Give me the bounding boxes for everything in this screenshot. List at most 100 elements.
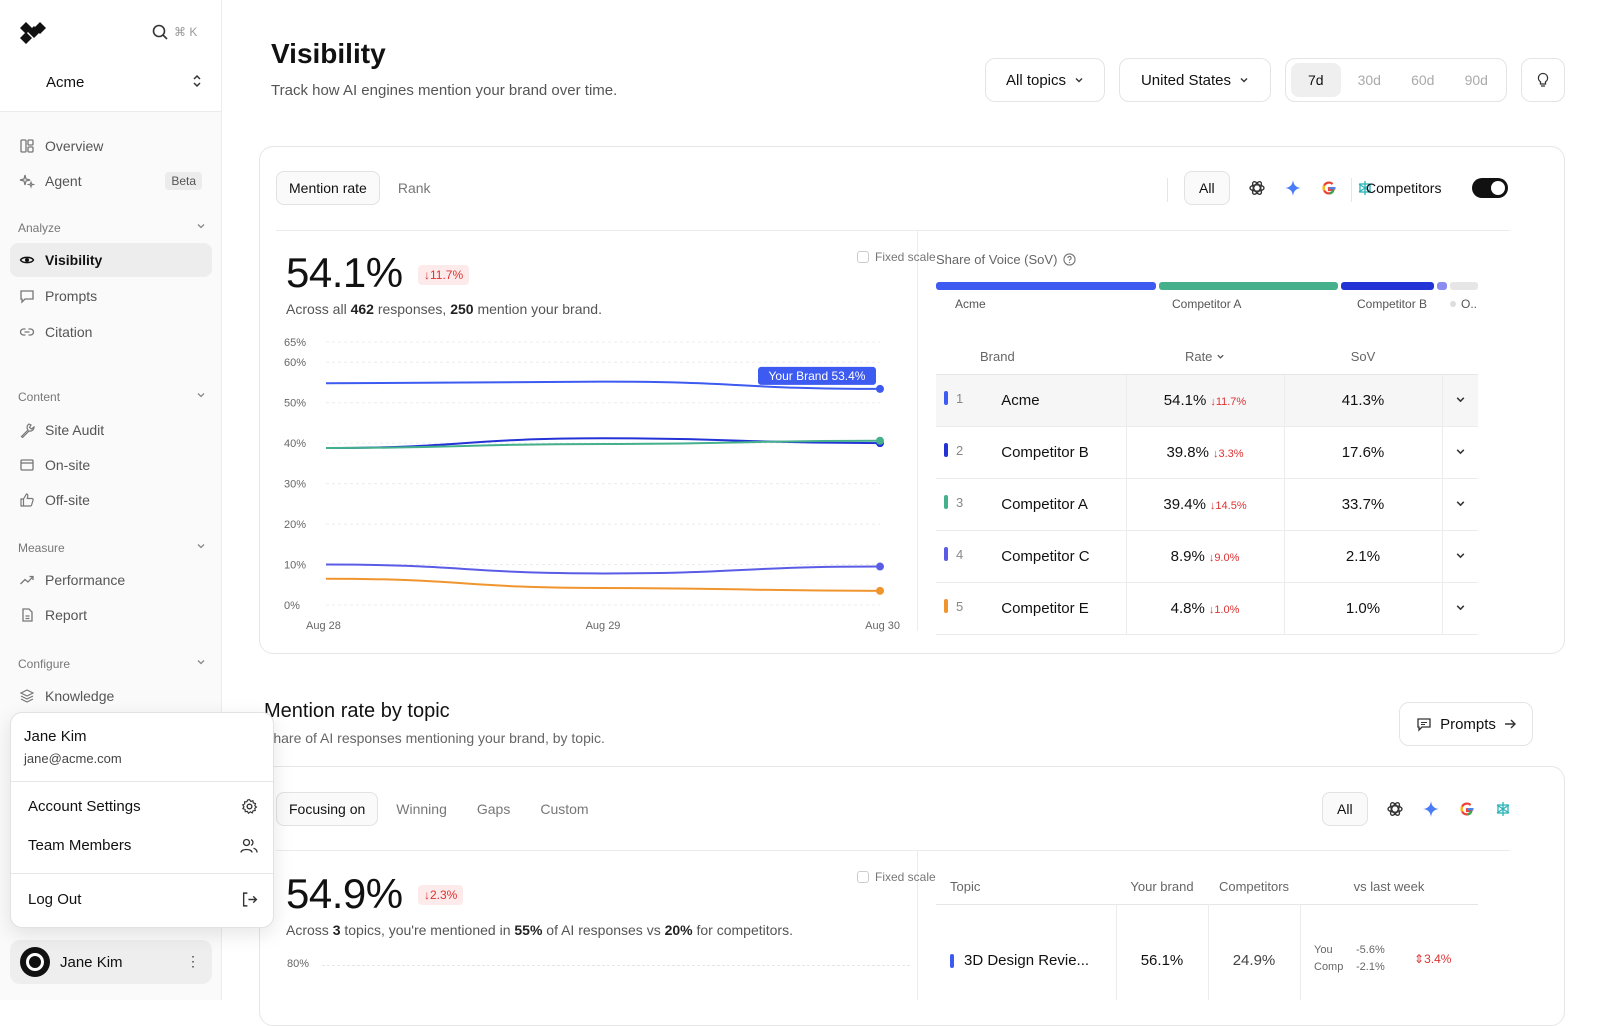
layers-icon <box>19 689 35 703</box>
y-tick-label: 40% <box>284 438 306 450</box>
brand-rank: 3 <box>956 494 964 510</box>
tab-focusing-on[interactable]: Focusing on <box>276 792 379 826</box>
topics-filter[interactable]: All topics <box>985 58 1105 102</box>
perplexity-icon[interactable] <box>1356 179 1374 197</box>
sidebar-item-agent[interactable]: Agent Beta <box>10 164 212 198</box>
col-rate[interactable]: Rate <box>1126 340 1284 375</box>
x-tick-label: Aug 30 <box>865 620 900 632</box>
y-tick-label: 20% <box>284 519 306 531</box>
series-point-4[interactable] <box>876 586 884 595</box>
topic-fixed-scale-checkbox[interactable]: Fixed scale <box>857 870 936 884</box>
section-content[interactable]: Content <box>18 390 206 404</box>
search-button[interactable]: ⌘ K <box>152 24 197 40</box>
range-7d[interactable]: 7d <box>1291 63 1341 97</box>
sidebar-item-citation[interactable]: Citation <box>10 315 212 349</box>
expand-cell[interactable] <box>1441 530 1478 583</box>
link-icon <box>19 328 35 336</box>
expand-cell[interactable] <box>1441 374 1478 427</box>
sidebar-item-site-audit[interactable]: Site Audit <box>10 413 212 447</box>
profile-menu: Jane Kim jane@acme.com Account Settings … <box>10 712 274 928</box>
gemini-icon[interactable] <box>1422 800 1440 818</box>
sidebar-item-label: Knowledge <box>45 688 115 704</box>
sov-cell: 33.7% <box>1283 478 1442 531</box>
sov-segment-competitor-c <box>1437 282 1447 290</box>
sov-label-competitor-b: Competitor B <box>1357 297 1428 311</box>
user-menu-button[interactable]: Jane Kim ⋮ <box>10 940 212 984</box>
sidebar-item-visibility[interactable]: Visibility <box>10 243 212 277</box>
sidebar-item-label: Site Audit <box>45 422 105 438</box>
table-row[interactable]: 4 Competitor C 8.9% ↓9.0% 2.1% <box>936 530 1478 583</box>
series-line-0 <box>325 380 881 390</box>
prompts-button[interactable]: Prompts <box>1399 702 1533 746</box>
table-row[interactable]: 1 Acme 54.1% ↓11.7% 41.3% <box>936 374 1478 427</box>
section-configure[interactable]: Configure <box>18 657 206 671</box>
workspace-name[interactable]: Acme <box>46 74 85 91</box>
range-60d[interactable]: 60d <box>1411 72 1435 88</box>
rate-cell: 8.9% ↓9.0% <box>1125 530 1284 583</box>
sov-cell: 2.1% <box>1283 530 1442 583</box>
google-icon[interactable] <box>1458 800 1476 818</box>
insights-button[interactable] <box>1521 58 1565 102</box>
series-point-3[interactable] <box>876 562 884 571</box>
engine-all[interactable]: All <box>1184 171 1230 205</box>
divider <box>1116 904 1117 1000</box>
file-icon <box>22 608 33 622</box>
tab-gaps[interactable]: Gaps <box>476 801 511 817</box>
perplexity-icon[interactable] <box>1494 800 1512 818</box>
beta-badge: Beta <box>165 172 202 190</box>
chevron-down-icon <box>1456 604 1465 610</box>
sidebar-item-prompts[interactable]: Prompts <box>10 279 212 313</box>
tab-mention-rate[interactable]: Mention rate <box>276 171 380 205</box>
tab-winning[interactable]: Winning <box>396 801 447 817</box>
sidebar-item-on-site[interactable]: On-site <box>10 448 212 482</box>
sidebar-item-performance[interactable]: Performance <box>10 563 212 597</box>
sidebar-item-off-site[interactable]: Off-site <box>10 483 212 517</box>
table-row[interactable]: 2 Competitor B 39.8% ↓3.3% 17.6% <box>936 426 1478 479</box>
more-vertical-icon[interactable]: ⋮ <box>186 953 200 969</box>
sidebar-item-overview[interactable]: Overview <box>10 129 212 163</box>
brand-name: Competitor A <box>1001 496 1088 514</box>
gemini-icon[interactable] <box>1284 179 1302 197</box>
y-tick-label: 30% <box>284 479 306 491</box>
google-icon[interactable] <box>1320 179 1338 197</box>
sidebar-item-label: Citation <box>45 324 93 340</box>
menu-item-label: Account Settings <box>28 798 141 815</box>
tab-rank[interactable]: Rank <box>397 180 431 196</box>
checkbox-icon <box>857 871 869 883</box>
series-point-2[interactable] <box>876 436 884 445</box>
expand-cell[interactable] <box>1441 478 1478 531</box>
team-members-item[interactable]: Team Members <box>28 837 258 854</box>
sidebar-item-knowledge[interactable]: Knowledge <box>10 679 212 713</box>
table-row[interactable]: 3D Design Revie... 56.1% 24.9% You -5.6%… <box>936 944 1478 976</box>
account-settings-item[interactable]: Account Settings <box>28 798 258 815</box>
country-filter[interactable]: United States <box>1119 58 1271 102</box>
series-point-0[interactable] <box>876 384 884 393</box>
range-90d[interactable]: 90d <box>1464 72 1488 88</box>
topic-name: 3D Design Revie... <box>964 952 1090 969</box>
expand-cell[interactable] <box>1441 426 1478 479</box>
mention-rate-value: 54.1% <box>286 249 403 296</box>
section-measure[interactable]: Measure <box>18 541 206 555</box>
chatgpt-icon[interactable] <box>1386 800 1404 818</box>
table-row[interactable]: 3 Competitor A 39.4% ↓14.5% 33.7% <box>936 478 1478 531</box>
help-circle-icon[interactable] <box>1063 253 1077 266</box>
mention-rate-chart: 0% 10% 20% 30% 40% 50% 60% 65% Aug 28 Aug 29 Aug 3… <box>284 337 900 632</box>
competitors-toggle[interactable] <box>1472 178 1508 198</box>
sov-segment-competitor-b <box>1341 282 1434 290</box>
logo-icon[interactable] <box>18 22 48 44</box>
range-30d[interactable]: 30d <box>1357 72 1381 88</box>
section-label: Analyze <box>18 221 61 235</box>
sidebar-item-report[interactable]: Report <box>10 598 212 632</box>
log-out-item[interactable]: Log Out <box>28 891 258 908</box>
chevron-down-icon <box>1240 78 1248 83</box>
topic-rate-description: Across 3 topics, you're mentioned in 55%… <box>286 922 793 938</box>
expand-cell[interactable] <box>1441 582 1478 635</box>
tab-custom[interactable]: Custom <box>540 801 589 817</box>
table-row[interactable]: 5 Competitor E 4.8% ↓1.0% 1.0% <box>936 582 1478 635</box>
section-analyze[interactable]: Analyze <box>18 221 206 235</box>
chatgpt-icon[interactable] <box>1248 179 1266 197</box>
sidebar-item-label: Off-site <box>45 492 90 508</box>
workspace-switch-icon[interactable] <box>192 74 202 91</box>
engine-all[interactable]: All <box>1322 792 1368 826</box>
fixed-scale-checkbox[interactable]: Fixed scale <box>857 250 936 264</box>
